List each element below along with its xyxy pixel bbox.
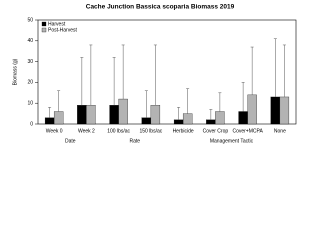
error-bar — [218, 92, 222, 112]
bar — [44, 117, 55, 125]
bar — [238, 111, 248, 125]
x-tick-label: Cover+MCPA — [232, 128, 263, 134]
error-bar — [48, 107, 52, 118]
x-tick-label: Week 0 — [46, 128, 63, 134]
y-tick-label: 0 — [30, 121, 33, 127]
bar — [270, 96, 281, 125]
y-tick-label: 20 — [27, 80, 33, 86]
bar — [215, 111, 225, 125]
y-tick-label: 30 — [27, 59, 33, 65]
error-bar — [121, 44, 125, 100]
legend-label: Harvest — [48, 21, 66, 27]
bar — [150, 105, 161, 125]
bar — [206, 119, 216, 125]
error-bar — [250, 46, 254, 95]
group-label: Rate — [129, 138, 140, 144]
y-axis-label: Biomass (g) — [12, 58, 18, 85]
plot-frame — [37, 19, 297, 125]
bar — [53, 111, 64, 125]
x-tick-label: 100 lbs/ac — [107, 128, 130, 134]
x-tick-label: Cover Crop — [203, 128, 229, 134]
group-label: Management Tactic — [210, 138, 254, 144]
legend-swatch — [41, 21, 47, 27]
bar — [118, 98, 128, 125]
error-bar — [112, 57, 116, 106]
error-bar — [209, 109, 213, 120]
bar — [141, 117, 152, 125]
y-tick-label: 50 — [27, 17, 33, 23]
error-bar — [144, 90, 148, 118]
error-bar — [153, 44, 157, 106]
y-tick-label: 10 — [27, 101, 33, 107]
error-bar — [241, 82, 245, 112]
error-bar — [89, 44, 93, 106]
legend-label: Post-Harvest — [48, 27, 78, 33]
bar — [182, 113, 193, 125]
error-bar — [186, 88, 190, 114]
error-bar — [57, 90, 61, 112]
bar — [109, 105, 119, 125]
bar — [247, 94, 257, 125]
error-bar — [282, 44, 286, 97]
x-tick-label: 150 lbs/ac — [139, 128, 162, 134]
y-tick-label: 40 — [27, 38, 33, 44]
bar — [77, 105, 87, 125]
chart: Cache Junction Bassica scoparia Biomass … — [12, 4, 297, 144]
bar — [279, 96, 290, 125]
error-bar — [177, 107, 181, 120]
error-bar — [273, 38, 277, 97]
group-label: Date — [65, 138, 76, 144]
x-tick-label: Herbicide — [173, 128, 194, 134]
bar — [86, 105, 96, 125]
legend-swatch — [41, 27, 47, 33]
error-bar — [80, 57, 84, 106]
chart-title: Cache Junction Bassica scoparia Biomass … — [86, 4, 235, 11]
bar — [173, 119, 184, 125]
x-tick-label: Week 2 — [78, 128, 95, 134]
x-tick-label: None — [274, 128, 286, 134]
